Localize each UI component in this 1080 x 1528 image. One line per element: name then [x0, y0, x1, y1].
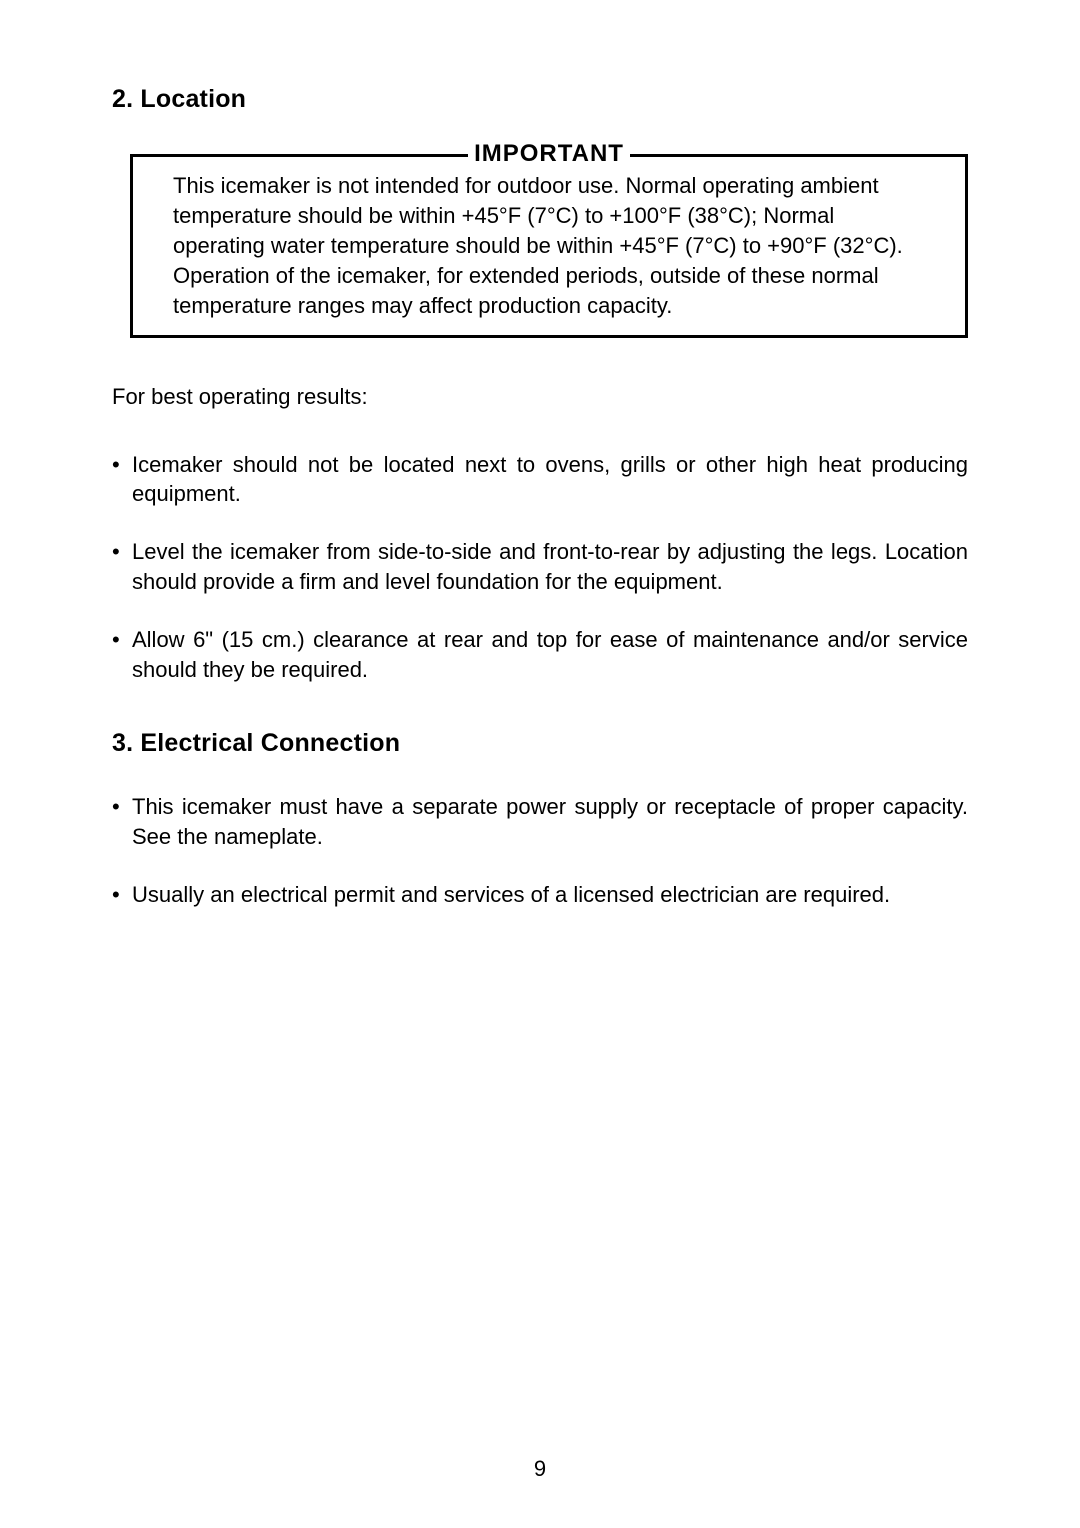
page-number: 9 [0, 1456, 1080, 1482]
page-content: 2. Location IMPORTANT This icemaker is n… [112, 85, 968, 954]
location-intro-text: For best operating results: [112, 384, 968, 410]
bullet-text: Level the icemaker from side-to-side and… [132, 539, 968, 594]
section-heading-electrical: 3. Electrical Connection [112, 729, 968, 758]
list-item: •Allow 6" (15 cm.) clearance at rear and… [112, 625, 968, 685]
document-page: 2. Location IMPORTANT This icemaker is n… [0, 0, 1080, 1528]
list-item: •Level the icemaker from side-to-side an… [112, 537, 968, 597]
electrical-bullet-list: •This icemaker must have a separate powe… [112, 792, 968, 910]
important-box: This icemaker is not intended for outdoo… [130, 154, 968, 338]
bullet-text: Icemaker should not be located next to o… [132, 452, 968, 507]
section-heading-location: 2. Location [112, 85, 968, 114]
location-bullet-list: •Icemaker should not be located next to … [112, 450, 968, 685]
list-item: •Usually an electrical permit and servic… [112, 880, 968, 910]
list-item: •Icemaker should not be located next to … [112, 450, 968, 510]
important-text: This icemaker is not intended for outdoo… [173, 171, 925, 321]
bullet-text: Usually an electrical permit and service… [132, 882, 890, 907]
list-item: •This icemaker must have a separate powe… [112, 792, 968, 852]
bullet-text: Allow 6" (15 cm.) clearance at rear and … [132, 627, 968, 682]
important-callout: IMPORTANT This icemaker is not intended … [130, 154, 968, 338]
bullet-text: This icemaker must have a separate power… [132, 794, 968, 849]
